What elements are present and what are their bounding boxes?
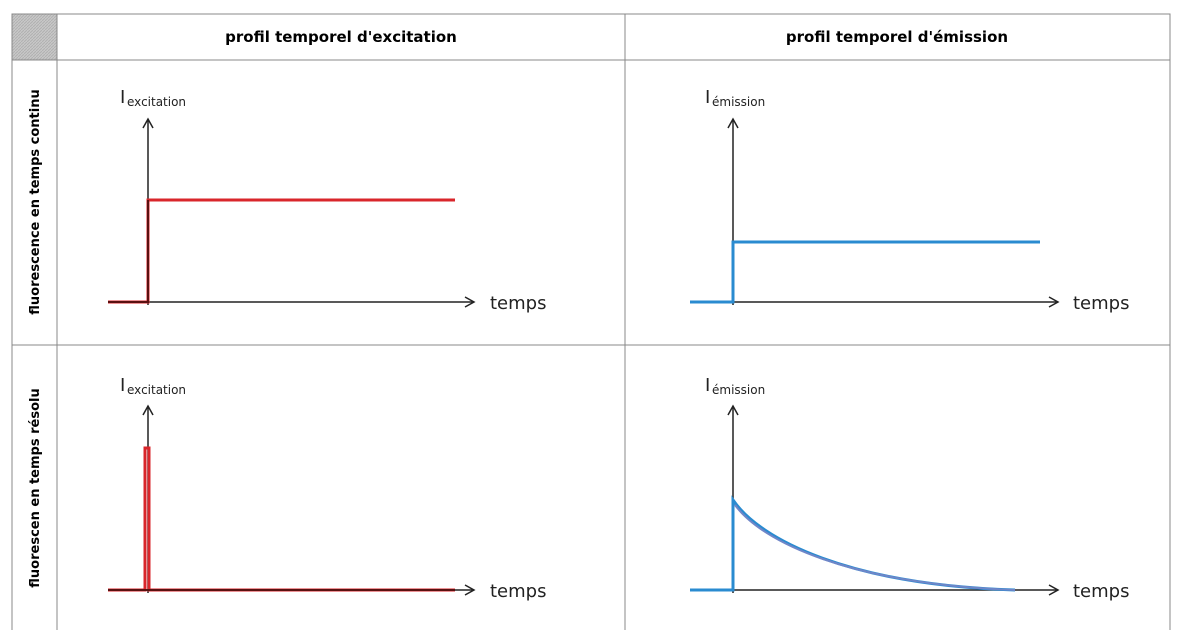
table-border [11, 13, 1171, 630]
excitation-pulse [108, 446, 455, 592]
axis-label: I [120, 87, 125, 108]
excitation-curve [108, 198, 455, 304]
x-label: temps [1073, 293, 1129, 314]
row-label: fluorescence en temps continu [28, 89, 43, 314]
plot: I émission temps [690, 375, 1129, 602]
column-header: profil temporel d'excitation [225, 28, 457, 46]
plot: I émission temps [690, 87, 1129, 314]
axis-label: I [705, 375, 710, 396]
emission-decay [690, 495, 1016, 592]
column-header: profil temporel d'émission [786, 28, 1008, 46]
axis-label-sub: émission [712, 95, 765, 109]
corner-cell [12, 14, 57, 60]
axis-label-sub: excitation [127, 383, 186, 397]
axis-label: I [120, 375, 125, 396]
x-label: temps [490, 293, 546, 314]
axis-label-sub: excitation [127, 95, 186, 109]
emission-curve [690, 240, 1040, 304]
plot: I excitation temps [108, 375, 546, 602]
x-label: temps [490, 581, 546, 602]
axis-label-sub: émission [712, 383, 765, 397]
emission-decay [734, 504, 1016, 591]
excitation-curve [108, 200, 149, 303]
row-label: fluorescen en temps résolu [28, 388, 43, 587]
x-label: temps [1073, 581, 1129, 602]
plot: I excitation temps [108, 87, 546, 314]
axis-label: I [705, 87, 710, 108]
